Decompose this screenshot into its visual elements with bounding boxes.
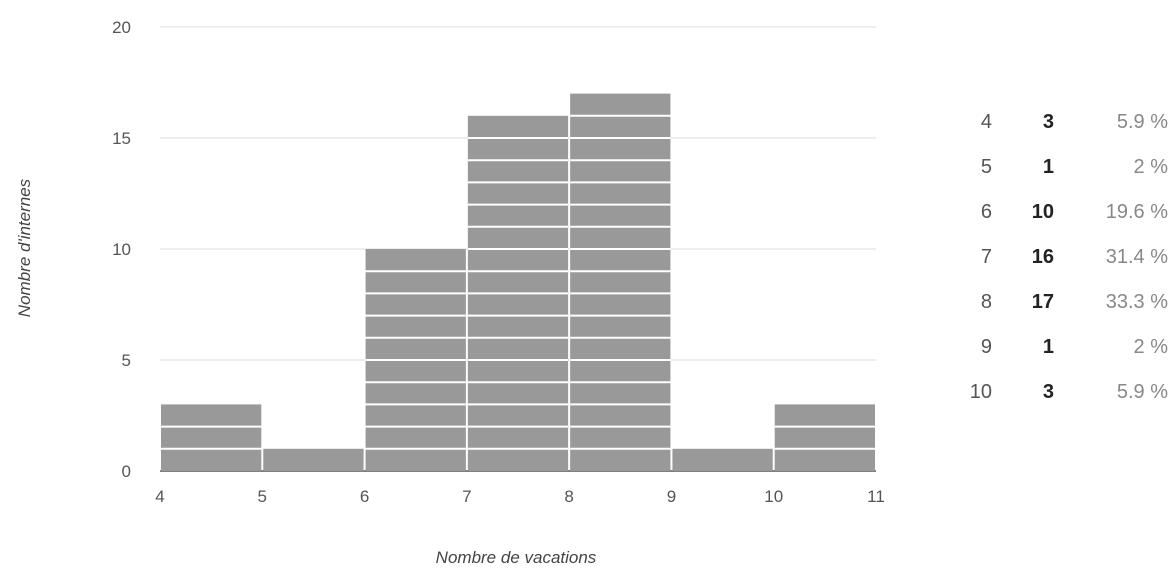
y-tick-label: 20 — [112, 18, 131, 37]
x-tick-label: 9 — [667, 487, 676, 506]
x-tick-label: 8 — [564, 487, 573, 506]
x-tick-label: 5 — [258, 487, 267, 506]
row-percent: 33.3 % — [1105, 291, 1168, 313]
y-tick-label: 5 — [122, 351, 131, 370]
row-count: 1 — [1042, 156, 1054, 178]
row-count: 3 — [1042, 111, 1054, 133]
y-axis-label: Nombre d'internes — [15, 178, 34, 317]
table-row: 5 1 2 % — [950, 145, 1168, 190]
x-tick-label: 6 — [360, 487, 369, 506]
row-count: 1 — [1042, 336, 1054, 358]
bar-rect — [263, 448, 364, 471]
histogram-bar — [263, 448, 364, 471]
histogram-bar — [365, 249, 466, 471]
x-tick-label: 10 — [764, 487, 783, 506]
row-count: 17 — [1031, 291, 1054, 313]
table-row: 7 16 31.4 % — [950, 235, 1168, 280]
row-percent: 31.4 % — [1105, 246, 1168, 268]
row-percent: 19.6 % — [1105, 201, 1168, 223]
row-value: 10 — [969, 381, 992, 403]
histogram-bar — [161, 404, 262, 471]
row-percent: 5.9 % — [1116, 381, 1168, 403]
y-tick-label: 0 — [122, 462, 131, 481]
y-tick-label: 15 — [112, 129, 131, 148]
bar-rect — [570, 93, 671, 471]
x-tick-label: 11 — [867, 487, 885, 506]
histogram-bar — [467, 115, 569, 472]
row-count: 3 — [1042, 381, 1054, 403]
frequency-table: 4 3 5.9 % 5 1 2 % 6 10 19.6 % 7 16 31.4 % 8 17 33.3 % 9… — [950, 100, 1168, 415]
y-tick-label: 10 — [112, 240, 131, 259]
bar-rect — [672, 448, 773, 471]
tick-labels: 0 5 10 15 20 4 5 6 7 8 9 10 11 — [112, 18, 885, 506]
row-value: 6 — [980, 201, 992, 223]
table-row: 10 3 5.9 % — [950, 370, 1168, 415]
row-count: 10 — [1031, 201, 1054, 223]
row-value: 4 — [980, 111, 992, 133]
table-row: 4 3 5.9 % — [950, 100, 1168, 145]
table-row: 6 10 19.6 % — [950, 190, 1168, 235]
table-row: 8 17 33.3 % — [950, 280, 1168, 325]
table-row: 9 1 2 % — [950, 325, 1168, 370]
row-value: 9 — [980, 336, 992, 358]
row-percent: 2 % — [1133, 336, 1168, 358]
bar-rect — [774, 404, 875, 471]
x-tick-label: 7 — [462, 487, 471, 506]
histogram-bar — [570, 93, 671, 471]
x-tick-label: 4 — [155, 487, 164, 506]
bar-rect — [161, 404, 262, 471]
row-value: 5 — [980, 156, 992, 178]
row-percent: 2 % — [1133, 156, 1168, 178]
histogram-bars — [161, 93, 875, 472]
histogram-bar — [774, 404, 875, 471]
row-value: 8 — [980, 291, 992, 313]
row-percent: 5.9 % — [1116, 111, 1168, 133]
x-axis-label: Nombre de vacations — [436, 548, 597, 567]
histogram-bar — [672, 448, 773, 471]
row-value: 7 — [980, 246, 992, 268]
row-count: 16 — [1031, 246, 1054, 268]
